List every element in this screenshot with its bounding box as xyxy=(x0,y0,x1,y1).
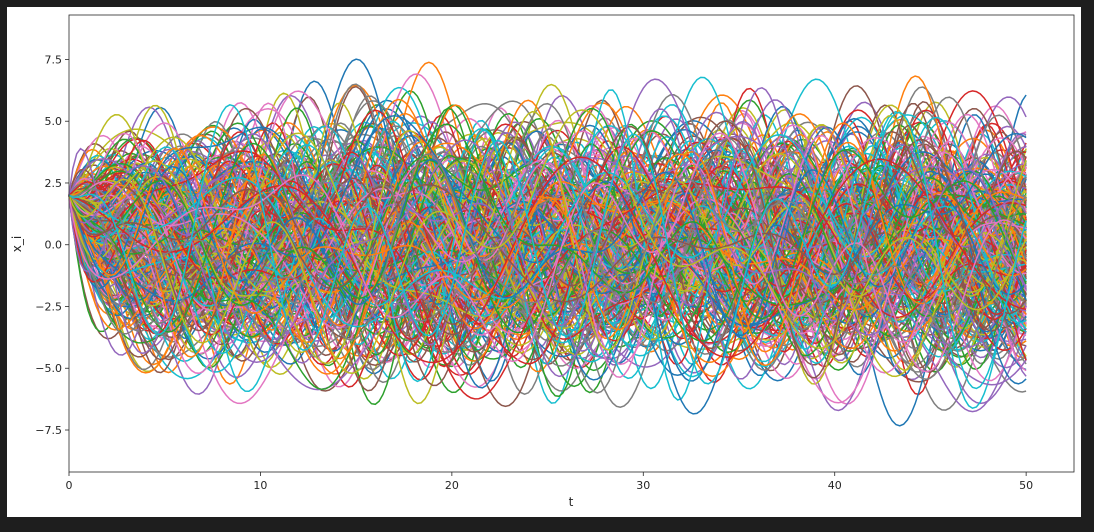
series-line xyxy=(68,109,1027,375)
x-tick-label: 50 xyxy=(1019,479,1033,492)
series-line xyxy=(68,126,1027,327)
series-line xyxy=(68,153,1027,360)
series-line xyxy=(68,136,1027,387)
plot-area-frame xyxy=(68,14,1075,473)
x-tick-label: 30 xyxy=(636,479,650,492)
series-line xyxy=(68,134,1027,333)
y-axis: −7.5 −5.0 −2.5 0.0 2.5 5.0 7.5 xyxy=(35,53,69,437)
y-tick-label: 7.5 xyxy=(45,53,63,66)
series-line xyxy=(68,78,1027,363)
series-line xyxy=(68,128,1027,352)
y-tick-label: 2.5 xyxy=(45,177,63,190)
series-line xyxy=(68,138,1027,369)
series-layer xyxy=(68,58,1027,427)
series-line xyxy=(68,184,1027,336)
series-line xyxy=(68,103,1027,390)
series-line xyxy=(68,152,1027,324)
series-line xyxy=(68,144,1027,355)
series-line xyxy=(68,123,1027,320)
series-line xyxy=(68,90,1027,375)
y-tick-label: −7.5 xyxy=(35,424,62,437)
series-line xyxy=(68,116,1027,393)
x-tick-label: 0 xyxy=(66,479,73,492)
series-line xyxy=(68,158,1027,337)
y-tick-label: −2.5 xyxy=(35,300,62,313)
series-line xyxy=(68,135,1027,378)
series-line xyxy=(68,132,1027,373)
series-line xyxy=(68,76,1027,358)
series-line xyxy=(68,162,1027,389)
x-axis: 0 10 20 30 40 50 xyxy=(66,472,1033,492)
figure: 0 10 20 30 40 50 −7.5 −5.0 −2.5 0.0 2.5 5.0 7.5 t x… xyxy=(7,7,1081,517)
series-line xyxy=(68,86,1027,378)
x-tick-label: 10 xyxy=(253,479,267,492)
y-tick-label: 0.0 xyxy=(45,239,63,252)
series-line xyxy=(68,110,1027,365)
x-axis-label: t xyxy=(569,495,574,509)
series-line xyxy=(68,165,1027,305)
x-tick-label: 20 xyxy=(445,479,459,492)
series-line xyxy=(68,156,1027,364)
y-axis-label: x_i xyxy=(10,236,24,252)
series-line xyxy=(68,132,1027,378)
y-tick-label: −5.0 xyxy=(35,362,62,375)
series-line xyxy=(68,121,1027,405)
x-tick-label: 40 xyxy=(828,479,842,492)
series-line xyxy=(68,158,1027,373)
y-tick-label: 5.0 xyxy=(45,115,63,128)
line-chart: 0 10 20 30 40 50 −7.5 −5.0 −2.5 0.0 2.5 5.0 7.5 t x… xyxy=(10,14,1075,509)
